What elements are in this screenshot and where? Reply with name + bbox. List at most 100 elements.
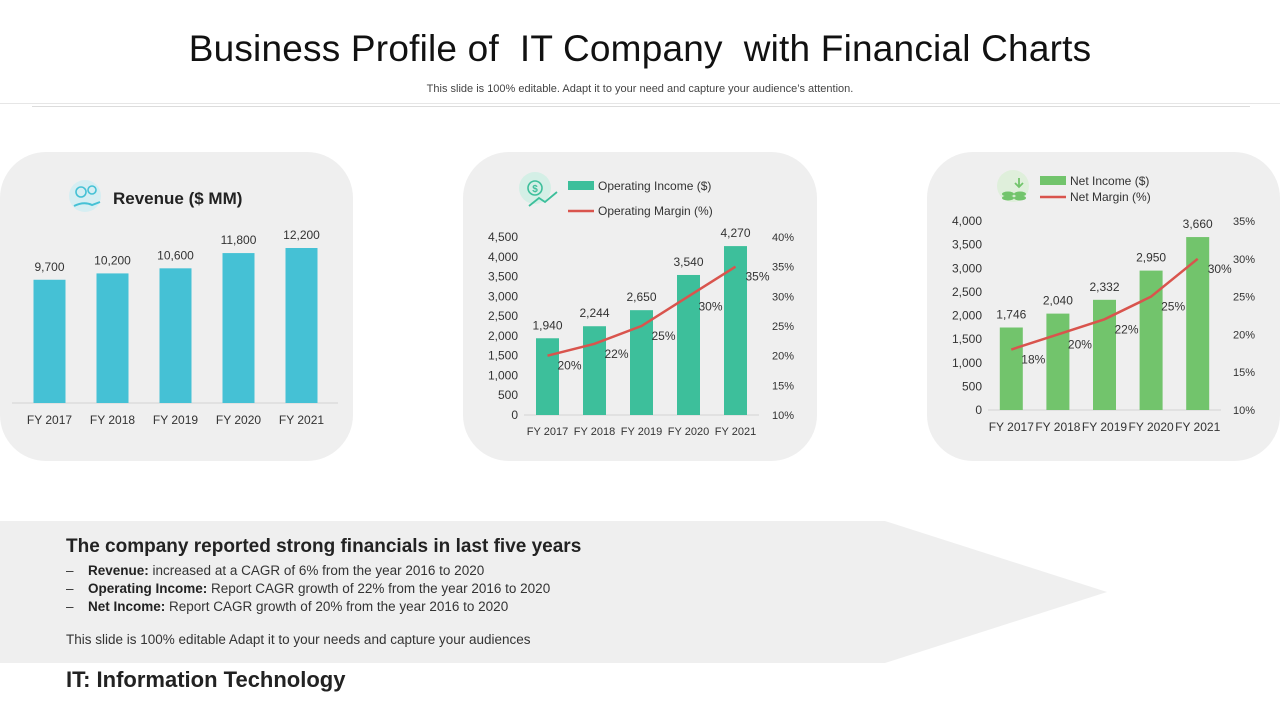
- summary-item-net-income: – Net Income: Report CAGR growth of 20% f…: [66, 598, 866, 616]
- summary-label: Net Income:: [88, 599, 166, 614]
- x-tick-label: FY 2021: [715, 426, 756, 438]
- legend-line-label: Operating Margin (%): [598, 204, 713, 218]
- summary-item-operating-income: – Operating Income: Report CAGR growth of…: [66, 580, 866, 598]
- y-tick-label: 500: [498, 388, 518, 402]
- page-subtitle: This slide is 100% editable. Adapt it to…: [426, 83, 854, 95]
- operating-income-card: $ Operating Income ($) Operating Margin (…: [463, 152, 817, 461]
- x-tick-label: FY 2018: [1035, 420, 1080, 434]
- bar-value-label: 2,244: [579, 306, 609, 320]
- y2-tick-label: 25%: [772, 321, 794, 333]
- y-tick-label: 1,000: [488, 368, 518, 382]
- bar-value-label: 1,746: [996, 308, 1026, 322]
- series-bar: [1186, 237, 1210, 410]
- y-tick-label: 3,000: [952, 261, 982, 275]
- margin-line: [547, 265, 737, 357]
- y-tick-label: 2,000: [488, 329, 518, 343]
- y-tick-label: 4,000: [488, 250, 518, 264]
- summary-text: Report CAGR growth of 20% from the year …: [165, 599, 509, 614]
- legend-bar-label: Operating Income ($): [598, 179, 711, 193]
- x-tick-label: FY 2020: [216, 413, 261, 427]
- x-tick-label: FY 2019: [621, 426, 662, 438]
- y2-tick-label: 25%: [1233, 292, 1255, 304]
- bar-value-label: 10,200: [94, 253, 131, 267]
- y-tick-label: 500: [962, 379, 982, 393]
- summary-panel: The company reported strong financials i…: [66, 536, 866, 647]
- y-tick-label: 2,500: [952, 285, 982, 299]
- bullet-dash: –: [66, 581, 74, 596]
- legend-bar-swatch: [568, 181, 594, 190]
- x-tick-label: FY 2021: [1175, 420, 1220, 434]
- series-bar: [999, 327, 1023, 410]
- revenue-card: Revenue ($ MM) 9,700 FY 2017 10,200 FY 2018…: [0, 152, 353, 461]
- svg-text:$: $: [532, 184, 538, 195]
- line-value-label: 20%: [558, 359, 582, 373]
- net-income-card: Net Income ($) Net Margin (%) 0 500 1,000 1,5…: [927, 152, 1280, 461]
- legend-bar-swatch: [1040, 176, 1066, 185]
- bar-value-label: 2,040: [1043, 294, 1073, 308]
- series-bar: [677, 274, 700, 415]
- line-value-label: 22%: [1115, 322, 1139, 336]
- summary-item-revenue: – Revenue: increased at a CAGR of 6% from…: [66, 562, 866, 580]
- revenue-bar: [159, 268, 192, 403]
- y2-tick-label: 35%: [772, 262, 794, 274]
- y-tick-label: 0: [511, 408, 518, 422]
- line-value-label: 35%: [746, 270, 770, 284]
- line-value-label: 30%: [1208, 262, 1232, 276]
- y-tick-label: 0: [975, 403, 982, 417]
- x-tick-label: FY 2018: [90, 413, 135, 427]
- y-tick-label: 1,000: [952, 356, 982, 370]
- y2-tick-label: 20%: [772, 351, 794, 363]
- revenue-chart-title: Revenue ($ MM): [113, 189, 242, 208]
- line-value-label: 25%: [1161, 300, 1185, 314]
- x-tick-label: FY 2017: [989, 420, 1034, 434]
- coins-download-icon: [997, 170, 1029, 202]
- bar-value-label: 12,200: [283, 228, 320, 242]
- x-tick-label: FY 2021: [279, 413, 324, 427]
- series-bar: [583, 326, 606, 415]
- y2-tick-label: 10%: [772, 410, 794, 422]
- series-bar: [1046, 313, 1070, 410]
- y2-tick-label: 40%: [772, 232, 794, 244]
- bar-value-label: 2,950: [1136, 251, 1166, 265]
- summary-note: This slide is 100% editable Adapt it to …: [66, 632, 531, 647]
- series-bar: [536, 338, 559, 415]
- summary-text: increased at a CAGR of 6% from the year …: [148, 563, 485, 578]
- summary-heading: The company reported strong financials i…: [66, 536, 582, 557]
- x-tick-label: FY 2019: [1082, 420, 1127, 434]
- y2-tick-label: 10%: [1233, 405, 1255, 417]
- revenue-bar: [33, 279, 66, 403]
- line-value-label: 20%: [1068, 337, 1092, 351]
- summary-banner: [0, 521, 1107, 663]
- bar-value-label: 11,800: [221, 233, 257, 247]
- bar-value-label: 4,270: [720, 226, 750, 240]
- x-tick-label: FY 2019: [153, 413, 198, 427]
- y-tick-label: 2,000: [952, 309, 982, 323]
- margin-line: [1010, 257, 1199, 351]
- summary-text: Report CAGR growth of 22% from the year …: [207, 581, 551, 596]
- y-tick-label: 3,500: [488, 270, 518, 284]
- line-value-label: 30%: [699, 299, 723, 313]
- net-income-chart: Net Income ($) Net Margin (%) 0 500 1,000 1,5…: [952, 170, 1255, 434]
- revenue-bar: [222, 253, 255, 403]
- series-bar: [1139, 270, 1163, 410]
- legend-bar-label: Net Income ($): [1070, 174, 1149, 188]
- y-tick-label: 4,500: [488, 230, 518, 244]
- legend-line-label: Net Margin (%): [1070, 190, 1151, 204]
- revenue-chart: Revenue ($ MM) 9,700 FY 2017 10,200 FY 2018…: [12, 180, 338, 427]
- x-tick-label: FY 2017: [27, 413, 72, 427]
- series-bar: [1093, 299, 1116, 410]
- summary-label: Operating Income:: [88, 581, 208, 596]
- bar-value-label: 2,332: [1089, 280, 1119, 294]
- y2-tick-label: 30%: [772, 291, 794, 303]
- y-tick-label: 1,500: [488, 349, 518, 363]
- y-tick-label: 3,000: [488, 289, 518, 303]
- y-tick-label: 3,500: [952, 238, 982, 252]
- summary-label: Revenue:: [88, 563, 149, 578]
- line-value-label: 25%: [652, 329, 676, 343]
- money-hand-icon: [69, 180, 101, 212]
- bullet-dash: –: [66, 599, 74, 614]
- bar-value-label: 10,600: [157, 248, 194, 262]
- bullet-dash: –: [66, 563, 74, 578]
- y2-tick-label: 20%: [1233, 329, 1255, 341]
- y-tick-label: 1,500: [952, 332, 982, 346]
